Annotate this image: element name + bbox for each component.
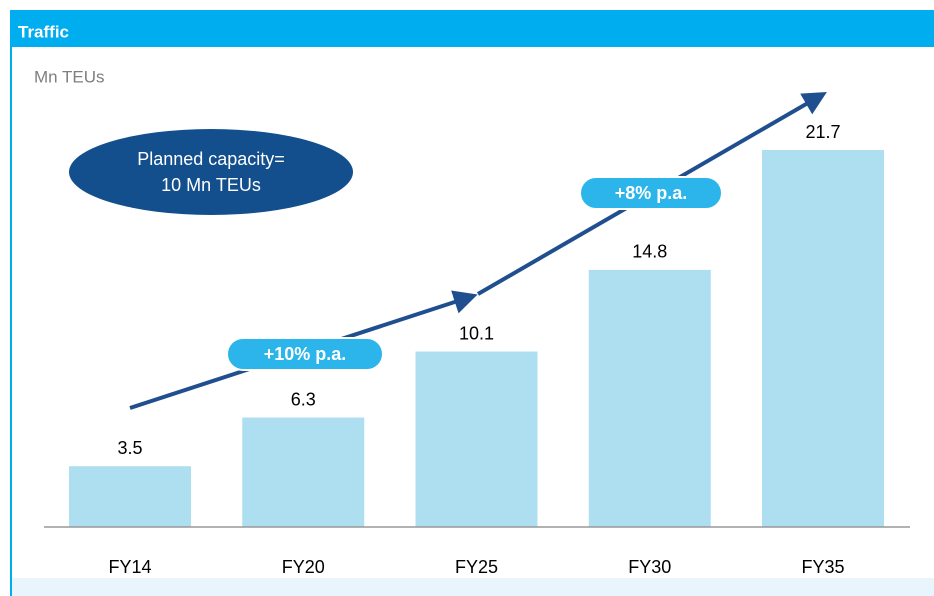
bar (415, 351, 538, 527)
footer-strip (12, 578, 934, 596)
chart-title: Traffic (18, 22, 69, 41)
bar (762, 150, 884, 527)
x-tick-label: FY35 (801, 557, 844, 577)
data-label: 3.5 (117, 438, 142, 458)
x-tick-label: FY30 (628, 557, 671, 577)
growth-pill (226, 337, 384, 371)
x-tick-label: FY14 (108, 557, 151, 577)
growth-label: +10% p.a. (264, 344, 347, 364)
bar (69, 466, 191, 527)
bar (588, 269, 711, 527)
capacity-bubble (69, 129, 353, 215)
header-bar (10, 10, 934, 47)
data-label: 10.1 (459, 323, 494, 343)
x-tick-label: FY25 (455, 557, 498, 577)
bar (242, 417, 365, 527)
subtitle: Mn TEUs (34, 67, 105, 86)
data-label: 21.7 (805, 122, 840, 142)
data-label: 14.8 (632, 242, 667, 262)
growth-label: +8% p.a. (615, 183, 688, 203)
growth-pill (579, 176, 723, 210)
data-label: 6.3 (291, 389, 316, 409)
x-tick-label: FY20 (282, 557, 325, 577)
capacity-text: 10 Mn TEUs (161, 175, 261, 195)
capacity-text: Planned capacity= (137, 149, 285, 169)
